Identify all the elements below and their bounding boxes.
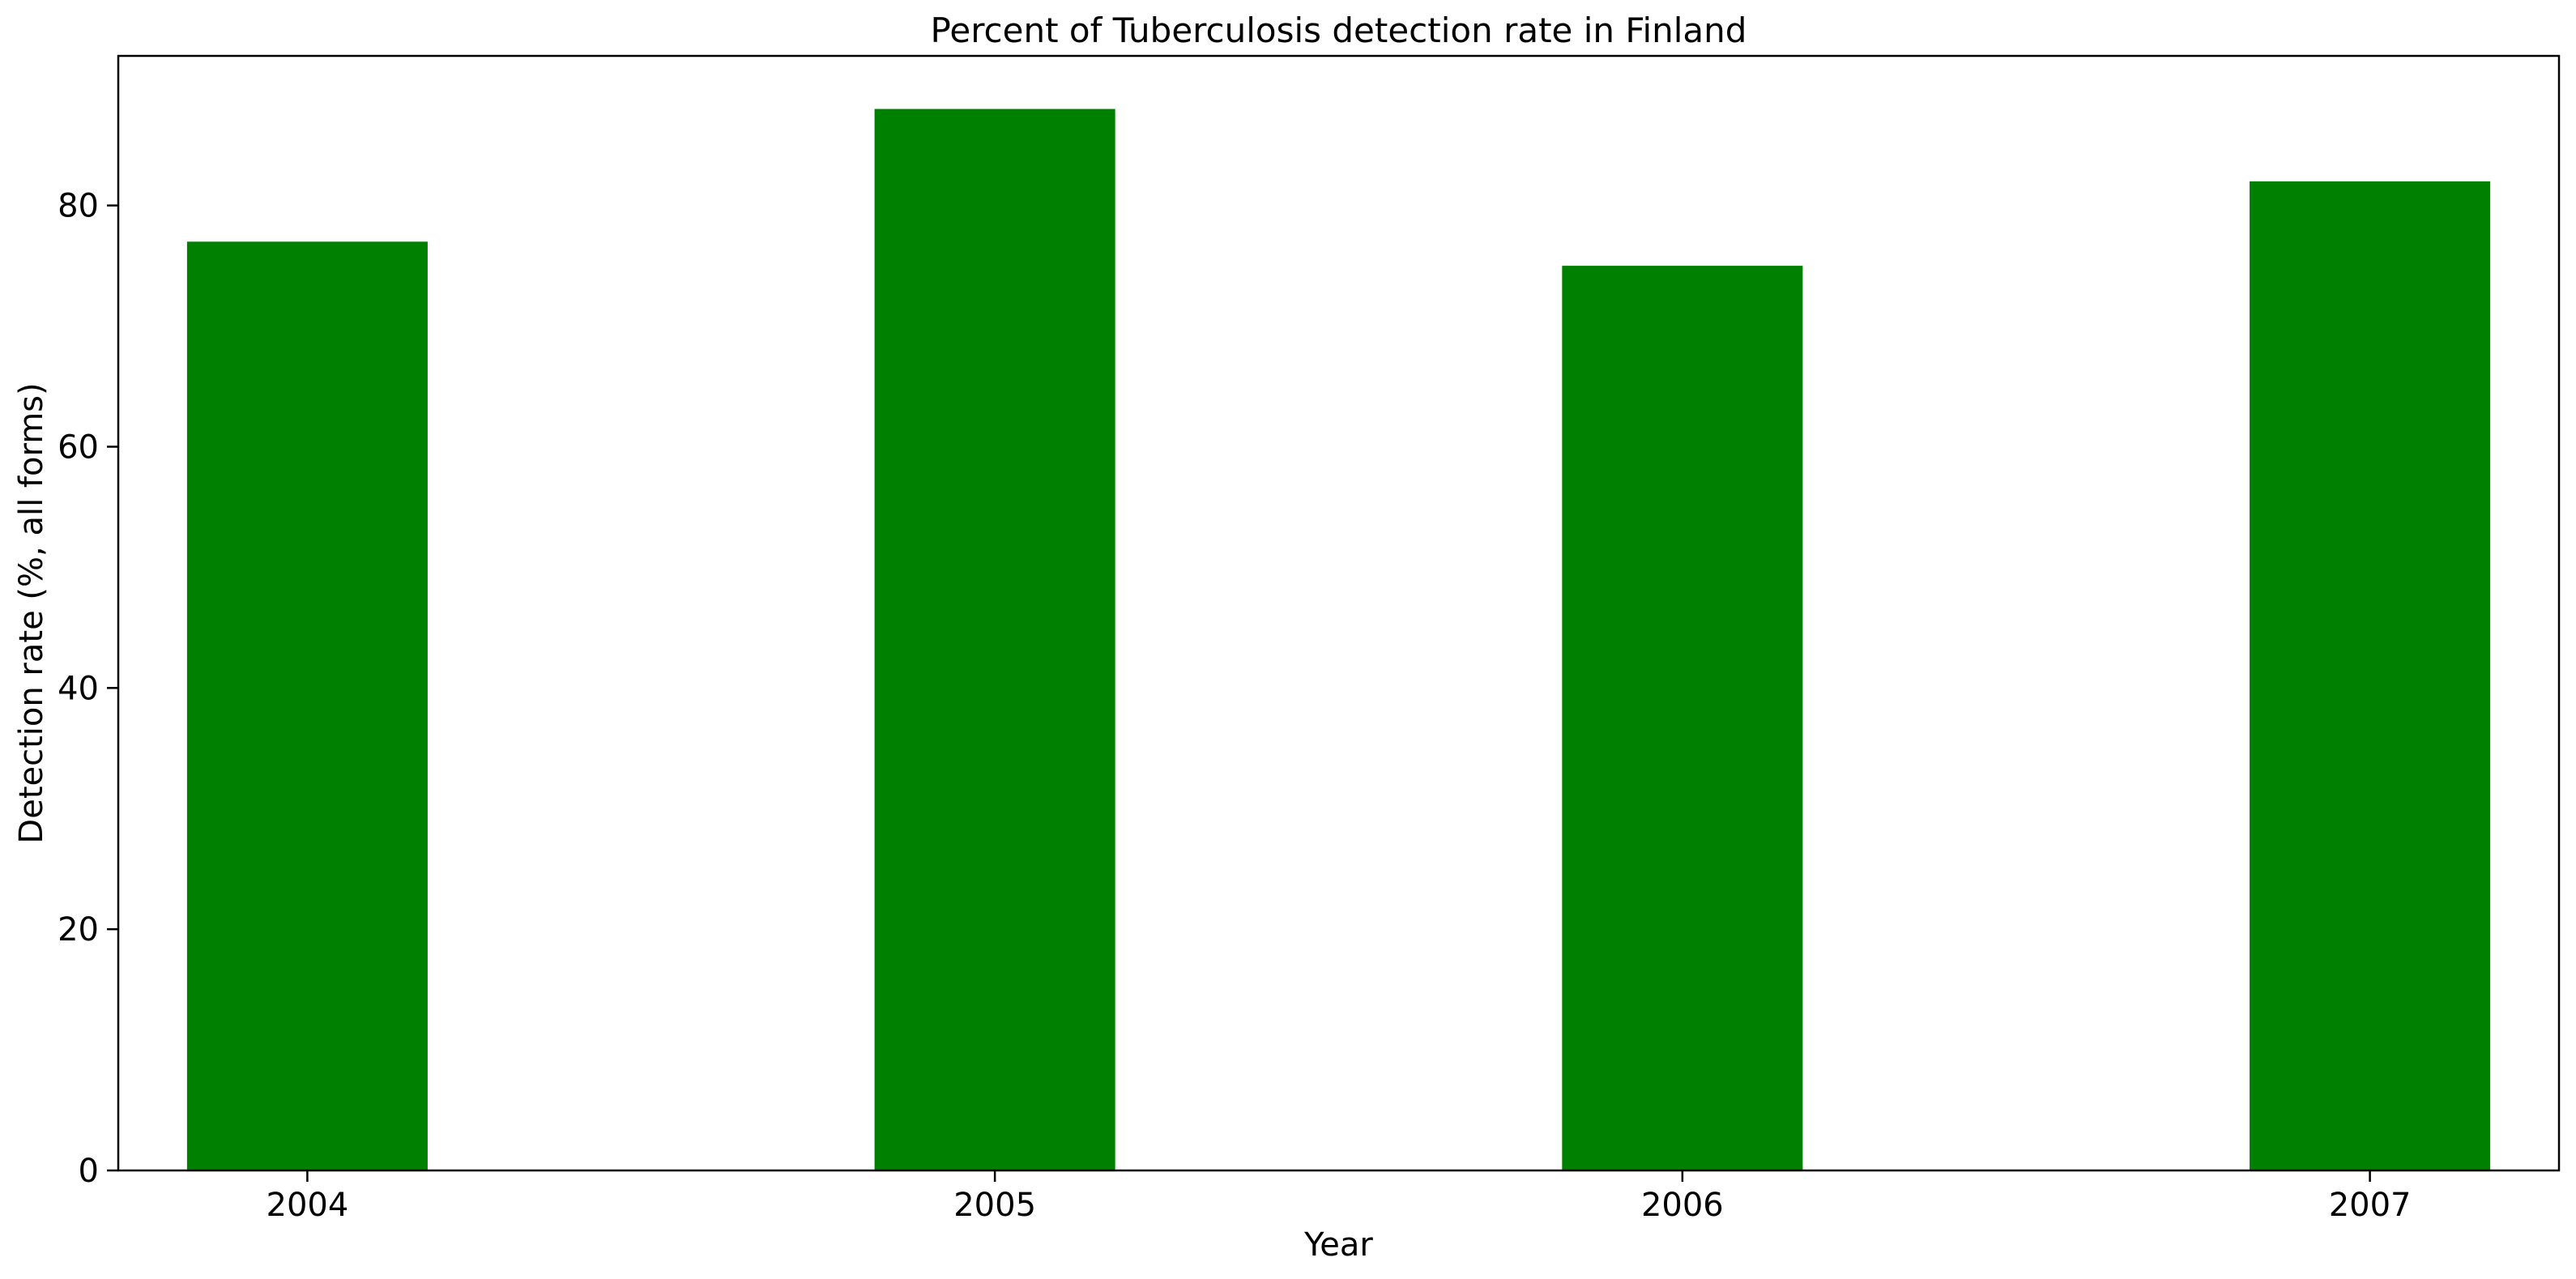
bar-2006 — [1562, 266, 1803, 1170]
x-axis-label: Year — [1303, 1226, 1373, 1264]
x-tick-label: 2005 — [953, 1187, 1036, 1224]
y-axis-label: Detection rate (%, all forms) — [13, 382, 50, 843]
y-tick-label: 80 — [58, 188, 99, 225]
y-axis-ticks: 0 20 40 60 80 — [58, 188, 118, 1190]
y-tick-label: 20 — [58, 911, 99, 949]
bars-layer — [186, 109, 2491, 1170]
y-tick-label: 0 — [79, 1153, 99, 1190]
x-tick-label: 2004 — [267, 1187, 349, 1224]
plot-frame — [117, 54, 2561, 1172]
bar-2004 — [186, 241, 428, 1170]
x-axis-ticks: 2004 2005 2006 2007 — [267, 1170, 2412, 1224]
x-tick-label: 2006 — [1641, 1187, 1724, 1224]
y-tick-label: 40 — [58, 670, 99, 707]
chart-title: Percent of Tuberculosis detection rate i… — [931, 11, 1747, 50]
bar-2007 — [2250, 181, 2491, 1170]
x-tick-label: 2007 — [2329, 1187, 2412, 1224]
y-tick-label: 60 — [58, 428, 99, 466]
bar-2005 — [874, 109, 1115, 1170]
